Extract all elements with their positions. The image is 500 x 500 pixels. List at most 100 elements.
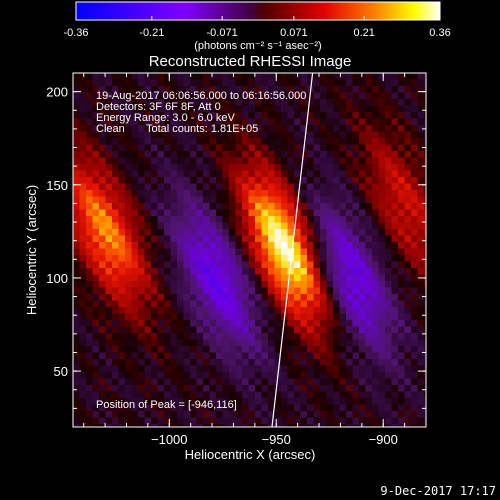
heatmap-cell [79,281,87,289]
heatmap-cell [242,274,250,282]
heatmap-cell [268,242,276,250]
heatmap-cell [79,216,87,224]
heatmap-cell [274,112,282,120]
heatmap-cell [118,391,126,399]
heatmap-cell [365,261,373,269]
heatmap-cell [365,300,373,308]
heatmap-cell [424,151,426,159]
heatmap-cell [138,170,146,178]
heatmap-cell [268,209,276,217]
heatmap-cell [333,313,341,321]
heatmap-cell [404,378,412,386]
heatmap-cell [339,170,347,178]
heatmap-cell [79,177,87,185]
heatmap-cell [79,326,87,334]
heatmap-cell [287,235,295,243]
heatmap-cell [326,411,334,419]
heatmap-cell [398,365,406,373]
heatmap-cell [281,209,289,217]
heatmap-cell [359,326,367,334]
heatmap-cell [378,333,386,341]
heatmap-cell [209,424,217,427]
heatmap-cell [157,268,165,276]
heatmap-cell [404,333,412,341]
heatmap-cell [125,398,133,406]
heatmap-cell [229,320,237,328]
heatmap-cell [196,261,204,269]
heatmap-cell [287,92,295,100]
heatmap-cell [229,411,237,419]
heatmap-cell [164,398,172,406]
heatmap-cell [144,307,152,315]
heatmap-cell [203,365,211,373]
heatmap-cell [326,320,334,328]
heatmap-cell [326,73,334,81]
heatmap-cell [177,313,185,321]
heatmap-cell [417,287,425,295]
heatmap-cell [281,398,289,406]
heatmap-cell [222,222,230,230]
heatmap-cell [378,92,386,100]
heatmap-cell [125,274,133,282]
heatmap-cell [248,92,256,100]
heatmap-cell [339,320,347,328]
heatmap-cell [313,352,321,360]
heatmap-cell [131,183,139,191]
heatmap-cell [339,326,347,334]
heatmap-cell [391,294,399,302]
heatmap-cell [196,99,204,107]
heatmap-cell [320,164,328,172]
heatmap-cell [411,248,419,256]
heatmap-cell [170,216,178,224]
heatmap-cell [235,365,243,373]
heatmap-cell [287,125,295,133]
heatmap-cell [235,274,243,282]
heatmap-cell [372,73,380,81]
heatmap-cell [222,209,230,217]
heatmap-cell [294,177,302,185]
heatmap-cell [313,164,321,172]
heatmap-cell [92,372,100,380]
heatmap-cell [203,222,211,230]
heatmap-cell [92,365,100,373]
heatmap-cell [372,248,380,256]
heatmap-cell [164,118,172,126]
heatmap-cell [112,242,120,250]
heatmap-cell [398,326,406,334]
heatmap-cell [144,209,152,217]
heatmap-cell [248,378,256,386]
heatmap-cell [196,398,204,406]
heatmap-cell [79,183,87,191]
heatmap-cell [255,79,263,87]
heatmap-cell [424,287,426,295]
heatmap-cell [365,131,373,139]
heatmap-cell [274,255,282,263]
heatmap-cell [268,112,276,120]
heatmap-cell [352,203,360,211]
heatmap-cell [268,424,276,427]
heatmap-cell [190,144,198,152]
heatmap-cell [307,242,315,250]
heatmap-cell [398,320,406,328]
heatmap-cell [92,411,100,419]
heatmap-cell [222,112,230,120]
heatmap-cell [339,86,347,94]
heatmap-cell [268,255,276,263]
heatmap-cell [281,339,289,347]
heatmap-cell [112,125,120,133]
heatmap-cell [183,73,191,81]
heatmap-cell [164,339,172,347]
heatmap-cell [352,346,360,354]
heatmap-cell [92,79,100,87]
heatmap-cell [261,300,269,308]
heatmap-cell [196,203,204,211]
heatmap-cell [411,216,419,224]
heatmap-cell [261,99,269,107]
heatmap-cell [170,151,178,159]
heatmap-cell [242,261,250,269]
heatmap-cell [203,229,211,237]
heatmap-cell [99,183,107,191]
heatmap-cell [190,79,198,87]
heatmap-cell [144,320,152,328]
